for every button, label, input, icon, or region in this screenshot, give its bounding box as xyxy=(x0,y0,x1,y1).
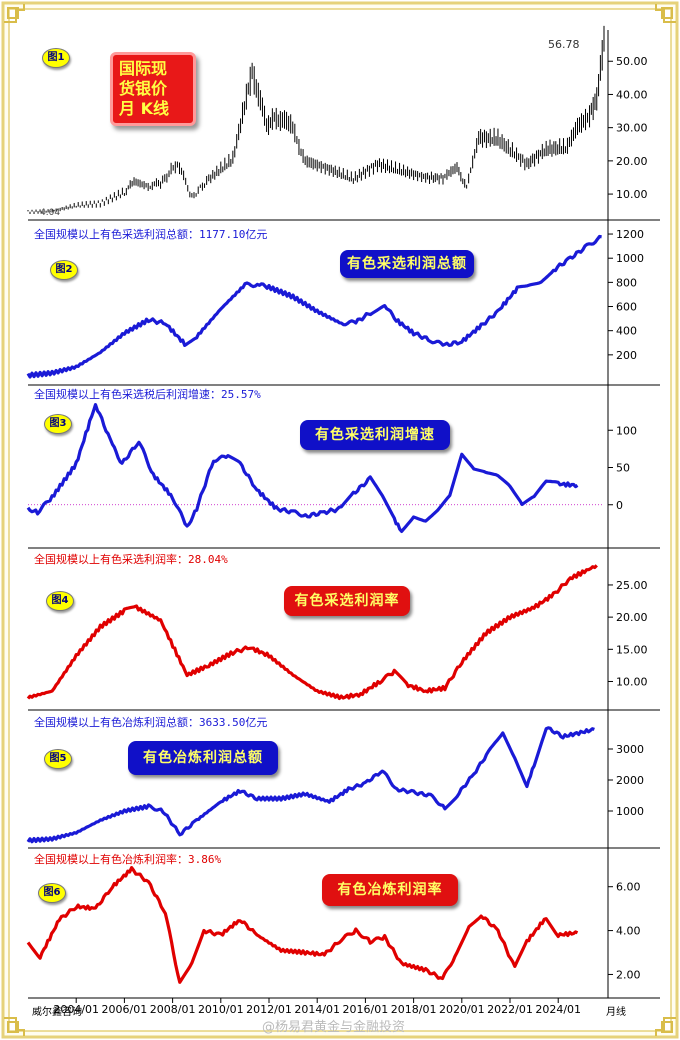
y-tick-label: 20.00 xyxy=(616,611,648,624)
series-line xyxy=(26,866,579,984)
y-tick-label: 1000 xyxy=(616,252,644,265)
y-tick-label: 50.00 xyxy=(616,55,648,68)
figure-badge: 图6 xyxy=(38,883,66,903)
y-tick-label: 30.00 xyxy=(616,122,648,135)
series-line xyxy=(26,234,602,379)
panel-label-pill: 有色采选利润增速 xyxy=(300,420,450,450)
series-line xyxy=(26,726,595,844)
series-line xyxy=(26,564,598,701)
y-tick-label: 800 xyxy=(616,276,637,289)
x-tick-label: 2008/01 xyxy=(150,1003,196,1016)
y-tick-label: 2.00 xyxy=(616,968,641,981)
figure-badge: 图1 xyxy=(42,48,70,68)
x-tick-label: 2022/01 xyxy=(487,1003,533,1016)
y-tick-label: 20.00 xyxy=(616,155,648,168)
figure-badge: 图2 xyxy=(50,260,78,280)
y-tick-label: 600 xyxy=(616,301,637,314)
y-tick-label: 10.00 xyxy=(616,675,648,688)
y-tick-label: 2000 xyxy=(616,774,644,787)
y-tick-label: 15.00 xyxy=(616,643,648,656)
y-tick-label: 0 xyxy=(616,499,623,512)
figure-badge: 图4 xyxy=(46,591,74,611)
y-tick-label: 1000 xyxy=(616,805,644,818)
panel-subtitle: 全国规模以上有色冶炼利润率：3.86% xyxy=(34,853,222,866)
panel-label-pill: 有色冶炼利润总额 xyxy=(128,741,278,775)
y-tick-label: 10.00 xyxy=(616,188,648,201)
y-tick-label: 1200 xyxy=(616,228,644,241)
start-price-label: 4.04 xyxy=(40,208,61,218)
panel-label-pill: 有色采选利润总额 xyxy=(340,250,474,278)
y-tick-label: 25.00 xyxy=(616,579,648,592)
y-tick-label: 200 xyxy=(616,349,637,362)
x-tick-label: 2024/01 xyxy=(535,1003,581,1016)
y-tick-label: 3000 xyxy=(616,743,644,756)
x-tick-label: 2016/01 xyxy=(343,1003,389,1016)
x-tick-label: 2012/01 xyxy=(246,1003,292,1016)
x-tick-label: 2014/01 xyxy=(294,1003,340,1016)
panel-subtitle: 全国规模以上有色采选税后利润增速：25.57% xyxy=(34,388,261,401)
x-tick-label: 2020/01 xyxy=(439,1003,485,1016)
y-tick-label: 4.00 xyxy=(616,925,641,938)
series-line xyxy=(26,403,579,533)
panel-subtitle: 全国规模以上有色冶炼利润总额：3633.50亿元 xyxy=(34,716,268,729)
x-tick-label: 2010/01 xyxy=(198,1003,244,1016)
title-line: 月 K线 xyxy=(119,99,169,118)
panel-label-pill: 有色冶炼利润率 xyxy=(322,874,458,906)
figure-badge: 图3 xyxy=(44,414,72,434)
x-tick-label: 2004/01 xyxy=(53,1003,99,1016)
x-tick-label: 2006/01 xyxy=(102,1003,148,1016)
panel-subtitle: 全国规模以上有色采选利润率：28.04% xyxy=(34,553,228,566)
y-tick-label: 50 xyxy=(616,462,630,475)
panel-subtitle: 全国规模以上有色采选利润总额：1177.10亿元 xyxy=(34,228,268,241)
figure-badge: 图5 xyxy=(44,749,72,769)
y-tick-label: 40.00 xyxy=(616,88,648,101)
period-label: 月线 xyxy=(606,1007,626,1018)
y-tick-label: 100 xyxy=(616,424,637,437)
x-tick-label: 2018/01 xyxy=(391,1003,437,1016)
title-line: 国际现 xyxy=(119,59,168,78)
panel-label-pill: 有色采选利润率 xyxy=(284,586,410,616)
corner-ornaments xyxy=(4,4,676,1036)
source-label: 威尔鑫咨询 xyxy=(32,1007,82,1018)
title-line: 货银价 xyxy=(119,79,168,98)
y-tick-label: 400 xyxy=(616,325,637,338)
watermark: @杨易君黄金与金融投资 xyxy=(262,1020,406,1035)
last-price-label: 56.78 xyxy=(548,38,580,51)
y-tick-label: 6.00 xyxy=(616,881,641,894)
silver-price-title: 国际现 货银价 月 K线 xyxy=(110,52,196,126)
